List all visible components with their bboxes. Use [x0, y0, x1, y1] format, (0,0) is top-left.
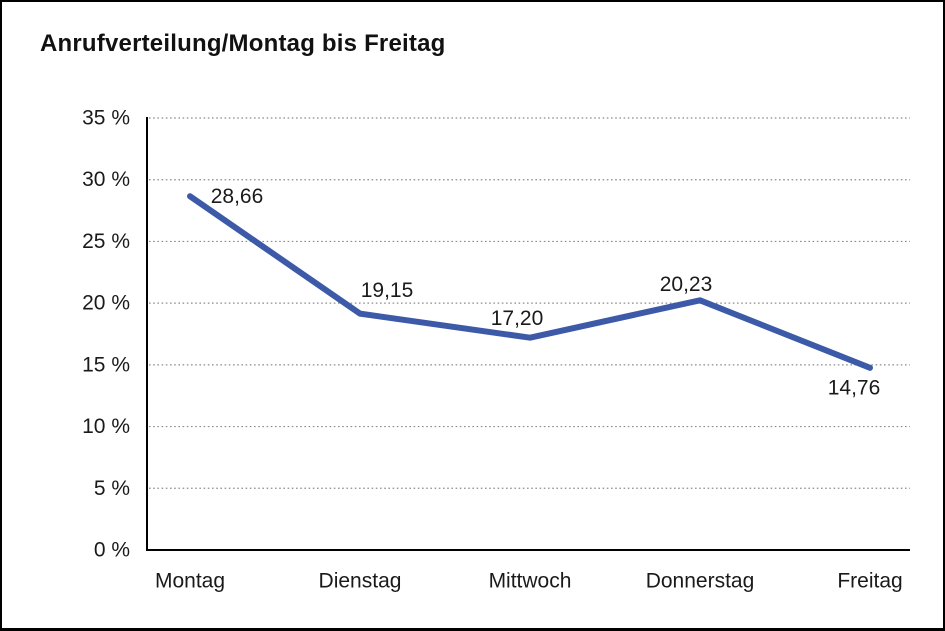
x-category-label: Montag	[155, 570, 225, 593]
x-category-label: Donnerstag	[646, 570, 755, 593]
x-category-label: Dienstag	[319, 570, 402, 593]
y-tick-label: 35 %	[82, 107, 130, 130]
chart-title: Anrufverteilung/Montag bis Freitag	[40, 30, 446, 57]
y-tick-label: 5 %	[94, 477, 130, 500]
data-label: 20,23	[660, 273, 713, 296]
data-label: 28,66	[211, 185, 264, 208]
data-label: 17,20	[491, 307, 544, 330]
data-label: 14,76	[828, 376, 881, 399]
y-tick-label: 10 %	[82, 415, 130, 438]
x-category-label: Mittwoch	[489, 570, 572, 593]
data-line	[187, 193, 873, 371]
y-tick-label: 20 %	[82, 292, 130, 315]
y-tick-label: 25 %	[82, 230, 130, 253]
data-label: 19,15	[361, 279, 414, 302]
x-category-label: Freitag	[837, 570, 902, 593]
y-tick-label: 15 %	[82, 353, 130, 376]
y-tick-label: 0 %	[94, 539, 130, 562]
y-tick-label: 30 %	[82, 168, 130, 191]
